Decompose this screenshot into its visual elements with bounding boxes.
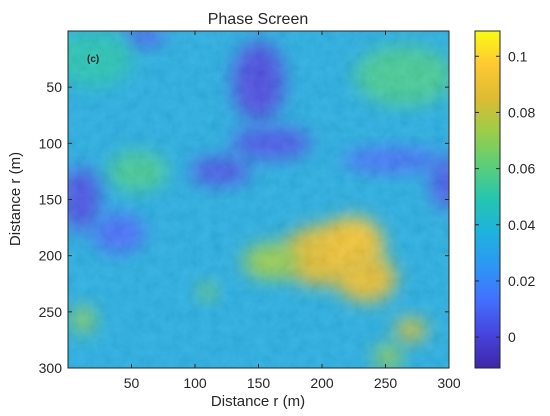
heatmap-texture xyxy=(68,31,449,368)
chart-title: Phase Screen xyxy=(208,11,309,28)
colorbar-tick-label: 0.06 xyxy=(508,161,535,177)
x-tick-label: 150 xyxy=(247,375,271,391)
y-tick-label: 100 xyxy=(39,135,63,151)
x-tick-label: 250 xyxy=(374,375,398,391)
colorbar-tick-label: 0.04 xyxy=(508,217,535,233)
colorbar-tick-label: 0.02 xyxy=(508,273,535,289)
y-tick-label: 50 xyxy=(46,79,62,95)
y-tick-label: 250 xyxy=(39,304,63,320)
y-axis-label: Distance r (m) xyxy=(7,152,24,246)
y-tick-label: 150 xyxy=(39,192,63,208)
x-tick-label: 100 xyxy=(183,375,207,391)
x-axis: 50 100 150 200 250 300 xyxy=(124,31,461,391)
y-axis: 50 100 150 200 250 300 xyxy=(39,79,449,376)
panel-label: (c) xyxy=(87,54,99,65)
colorbar xyxy=(474,30,501,369)
y-tick-label: 200 xyxy=(39,248,63,264)
heatmap-area xyxy=(68,31,449,368)
y-tick-label: 300 xyxy=(39,360,63,376)
x-tick-label: 50 xyxy=(124,375,140,391)
x-tick-label: 200 xyxy=(310,375,334,391)
x-tick-label: 300 xyxy=(437,375,461,391)
colorbar-tick-label: 0.08 xyxy=(508,104,535,120)
colorbar-axis: 0 0.02 0.04 0.06 0.08 0.1 xyxy=(475,48,535,345)
colorbar-tick-label: 0.1 xyxy=(508,48,528,64)
x-axis-label: Distance r (m) xyxy=(211,393,305,410)
colorbar-tick-label: 0 xyxy=(508,329,516,345)
